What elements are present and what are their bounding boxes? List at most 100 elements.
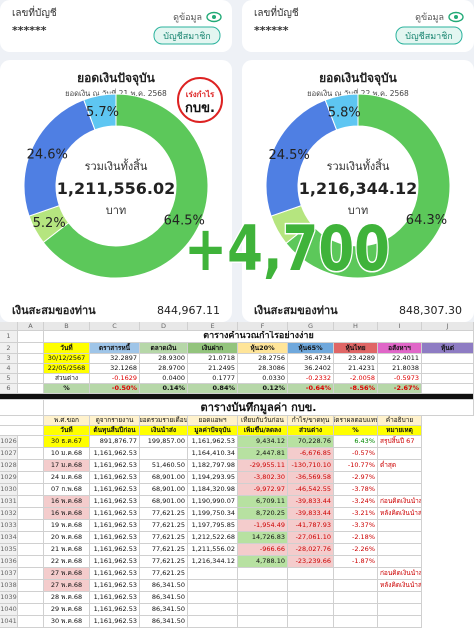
cell xyxy=(18,568,44,580)
cell: -10.77% xyxy=(334,460,378,472)
cell: -0.50% xyxy=(90,384,140,394)
cell: 28.3086 xyxy=(238,364,288,374)
cell: 27 พ.ค.68 xyxy=(44,568,90,580)
cell xyxy=(18,508,44,520)
cell xyxy=(378,520,422,532)
donut-segment xyxy=(285,93,451,279)
cell: 1,161,962.53 xyxy=(90,556,140,568)
cell: 5 xyxy=(0,374,18,384)
cell: -3.24% xyxy=(334,496,378,508)
cell xyxy=(140,448,188,460)
cell: 77,621.25 xyxy=(140,568,188,580)
log-row: 1026 30 ธ.ค.67 891,876.77 199,857.00 1,161,9… xyxy=(0,436,474,448)
cell: ยอดแอพฯ xyxy=(188,416,238,426)
cell xyxy=(378,544,422,556)
cell: % xyxy=(44,384,90,394)
cell: 1,161,962.53 xyxy=(90,568,140,580)
cell xyxy=(18,616,44,628)
cell: 86,341.50 xyxy=(140,604,188,616)
cell: 30 พ.ค.68 xyxy=(44,616,90,628)
cell: ตราสารหนี้ xyxy=(90,343,140,354)
summary-title-row: 1 ตารางคำนวณกำไรอย่างง่าย xyxy=(0,331,474,343)
cell: 77,621.25 xyxy=(140,508,188,520)
cell: 1,161,962.53 xyxy=(90,460,140,472)
cell: 36.2402 xyxy=(288,364,334,374)
cell: -966.66 xyxy=(238,544,288,556)
cell: 19 พ.ค.68 xyxy=(44,520,90,532)
cell: 1,164,410.34 xyxy=(188,448,238,460)
cell: B xyxy=(44,322,90,331)
cell: 1028 xyxy=(0,460,18,472)
cell xyxy=(334,616,378,628)
cell: G xyxy=(288,322,334,331)
cell: ตารางคำนวณกำไรอย่างง่าย xyxy=(44,331,474,343)
chart-title: ยอดเงินปัจจุบัน xyxy=(319,71,397,86)
cell: -1,954.49 xyxy=(238,520,288,532)
log-row: 1033 19 พ.ค.68 1,161,962.53 77,621.25 1,197,… xyxy=(0,520,474,532)
cell: 1,161,962.53 xyxy=(90,604,140,616)
cell: ดูจากรายงาน xyxy=(90,416,140,426)
cell: หุ้นไทย xyxy=(334,343,378,354)
log-row: 1030 07 ก.พ.68 1,161,962.53 68,901.00 1,184,… xyxy=(0,484,474,496)
cell: 28.9300 xyxy=(140,354,188,364)
cell: 68,901.00 xyxy=(140,472,188,484)
cell xyxy=(188,592,238,604)
cell xyxy=(288,616,334,628)
summary-row: 3 30/12/2567 32.2897 28.9300 21.0718 28.2756 3… xyxy=(0,354,474,364)
cell: เงินฝาก xyxy=(188,343,238,354)
cell: 70,228.76 xyxy=(288,436,334,448)
cell: 07 ก.พ.68 xyxy=(44,484,90,496)
cell: -29,955.11 xyxy=(238,460,288,472)
cell: A xyxy=(18,322,44,331)
cell: 28.2756 xyxy=(238,354,288,364)
cell: 8,720.25 xyxy=(238,508,288,520)
cell: 1,216,344.12 xyxy=(188,556,238,568)
account-number: ****** xyxy=(12,24,47,37)
cell: -2.67% xyxy=(378,384,422,394)
cell: 1,197,795.85 xyxy=(188,520,238,532)
cell: 6,709.11 xyxy=(238,496,288,508)
cell: 1,184,320.98 xyxy=(188,484,238,496)
cell: -0.64% xyxy=(288,384,334,394)
log-row: 1027 10 ม.ค.68 1,161,962.53 1,164,410.34 2,4… xyxy=(0,448,474,460)
cell xyxy=(18,484,44,496)
member-button xyxy=(153,26,221,45)
stamp-text: กบข. xyxy=(185,101,215,116)
cell xyxy=(18,604,44,616)
cell: อสังหาฯ xyxy=(378,343,422,354)
log-row: 1032 16 พ.ค.68 1,161,962.53 77,621.25 1,199,… xyxy=(0,508,474,520)
cell: 17 ม.ค.68 xyxy=(44,460,90,472)
cell xyxy=(18,331,44,343)
cell: เงินนำส่ง xyxy=(140,426,188,436)
view-link: ดูข้อมูล xyxy=(173,12,202,23)
log-row: 1034 20 พ.ค.68 1,161,962.53 77,621.25 1,212,… xyxy=(0,532,474,544)
cell xyxy=(18,460,44,472)
cell: 1,161,962.53 xyxy=(90,520,140,532)
cell: 4 xyxy=(0,364,18,374)
cell: 1034 xyxy=(0,532,18,544)
cell: ส่วนต่าง xyxy=(44,374,90,384)
cell: 1,161,962.53 xyxy=(90,544,140,556)
cell: 14,726.83 xyxy=(238,532,288,544)
cell xyxy=(238,616,288,628)
cell: 30/12/2567 xyxy=(44,354,90,364)
cell xyxy=(422,354,474,364)
cell: 20 พ.ค.68 xyxy=(44,532,90,544)
savings-value: 844,967.11 xyxy=(157,304,220,317)
center-unit: บาท xyxy=(348,204,368,217)
cell xyxy=(0,322,18,331)
cell: 21.8038 xyxy=(378,364,422,374)
cell xyxy=(334,604,378,616)
member-button-label: บัญชีสมาชิก xyxy=(405,31,453,42)
summary-header-row: 2 วันที่ ตราสารหนี้ ตลาดเงิน เงินฝาก หุ้น20% ห… xyxy=(0,343,474,354)
cell xyxy=(18,374,44,384)
cell xyxy=(334,580,378,592)
cell xyxy=(288,580,334,592)
cell: -0.2332 xyxy=(288,374,334,384)
cell: 2 xyxy=(0,343,18,354)
cell: -8.56% xyxy=(334,384,378,394)
cell xyxy=(288,592,334,604)
cell: H xyxy=(334,322,378,331)
center-value: 1,211,556.02 xyxy=(57,179,175,198)
